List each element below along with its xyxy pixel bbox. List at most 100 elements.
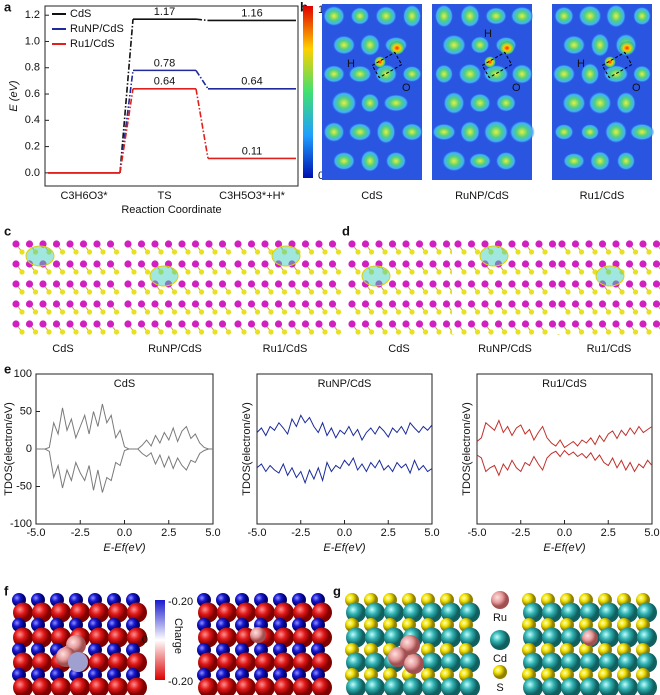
- atom-s: [158, 249, 164, 255]
- x-tick-label: 0.0: [337, 527, 352, 539]
- atom-s: [225, 309, 232, 315]
- atom-s: [422, 309, 429, 315]
- atom-s: [619, 309, 625, 315]
- atom-s: [422, 269, 429, 275]
- atom-cd: [481, 300, 489, 308]
- atom-s: [528, 289, 535, 295]
- atom-cd: [388, 260, 397, 268]
- atom-s: [198, 309, 205, 315]
- atom: [255, 652, 275, 673]
- atom-s: [542, 309, 548, 315]
- atom-cd: [548, 240, 557, 248]
- atom-cd: [625, 300, 634, 308]
- atom-s: [212, 309, 218, 315]
- atom-cd: [535, 320, 543, 328]
- atom: [542, 677, 562, 695]
- atom: [293, 627, 313, 648]
- atom-cd: [558, 320, 566, 328]
- panel-letter: c: [4, 223, 11, 238]
- atom-cd: [79, 240, 88, 248]
- atom: [293, 652, 313, 673]
- atom-cd: [598, 300, 607, 308]
- atom-s: [100, 269, 106, 275]
- density-hot: [389, 41, 405, 55]
- atom-cd: [191, 240, 200, 248]
- atom: [13, 677, 33, 695]
- atom-s: [171, 249, 178, 255]
- density-blob: [374, 64, 398, 84]
- atom-cd: [191, 280, 200, 288]
- x-axis-label: E-Ef(eV): [323, 542, 366, 554]
- density-blob: [495, 151, 517, 171]
- atom-cd: [234, 260, 242, 268]
- atom-cd: [178, 280, 186, 288]
- atom: [32, 652, 52, 673]
- atom-s: [171, 289, 178, 295]
- atom-s: [131, 309, 137, 315]
- atom-cd: [402, 260, 410, 268]
- atom-cd: [508, 260, 516, 268]
- atom-cd: [585, 300, 593, 308]
- atom-s: [646, 289, 652, 295]
- atom-s: [322, 249, 328, 255]
- atom-cd: [508, 240, 516, 248]
- atom-cd: [79, 300, 88, 308]
- atom: [561, 627, 581, 648]
- atom-cd: [415, 300, 424, 308]
- atom-s: [436, 329, 442, 335]
- density-blob: [554, 123, 574, 141]
- density-blob: [442, 150, 466, 172]
- atom-s: [515, 329, 521, 335]
- atom-s: [619, 249, 625, 255]
- y-tick-label: -50: [16, 480, 32, 492]
- atom: [637, 602, 657, 623]
- atom: [127, 652, 147, 673]
- atom: [460, 627, 480, 648]
- atom-s: [501, 289, 508, 295]
- density-blob: [376, 120, 396, 144]
- atom-cd: [218, 260, 227, 268]
- atom-s: [185, 289, 191, 295]
- atom-cd: [25, 280, 34, 288]
- atom-cd: [415, 240, 424, 248]
- atom: [274, 677, 294, 695]
- atom-s: [368, 249, 375, 255]
- density-blob: [323, 5, 345, 27]
- atom-s: [501, 329, 508, 335]
- atom-s: [241, 269, 247, 275]
- y-tick-label: 1.0: [25, 35, 40, 47]
- atom: [236, 652, 256, 673]
- atom-cd: [402, 320, 410, 328]
- atom: [108, 602, 128, 623]
- density-blob: [460, 4, 480, 28]
- atom-s: [225, 329, 232, 335]
- atom-s: [73, 289, 79, 295]
- atom-s: [19, 329, 25, 335]
- atom-s: [409, 249, 415, 255]
- atom-cd: [234, 300, 242, 308]
- atom-cd: [348, 300, 356, 308]
- density-blob: [483, 64, 509, 84]
- atom-s: [436, 309, 442, 315]
- density-blob: [348, 122, 372, 142]
- atom-s: [113, 249, 120, 255]
- atom-s: [59, 269, 66, 275]
- atom-s: [254, 289, 261, 295]
- atom: [441, 627, 461, 648]
- atom: [51, 602, 71, 623]
- atom: [618, 602, 638, 623]
- atom-label: H: [347, 58, 355, 70]
- atom-cd: [124, 240, 132, 248]
- atom: [403, 677, 423, 695]
- atom-cd: [535, 260, 543, 268]
- atom-cd: [328, 300, 337, 308]
- density-map: [432, 4, 532, 180]
- atom-cd: [402, 280, 410, 288]
- atom-cd: [558, 280, 566, 288]
- atom-cd: [191, 300, 200, 308]
- atom-s: [632, 289, 639, 295]
- atom-ru: [388, 647, 408, 667]
- atom-s: [474, 329, 481, 335]
- atom: [365, 652, 385, 673]
- density-blob: [578, 5, 602, 27]
